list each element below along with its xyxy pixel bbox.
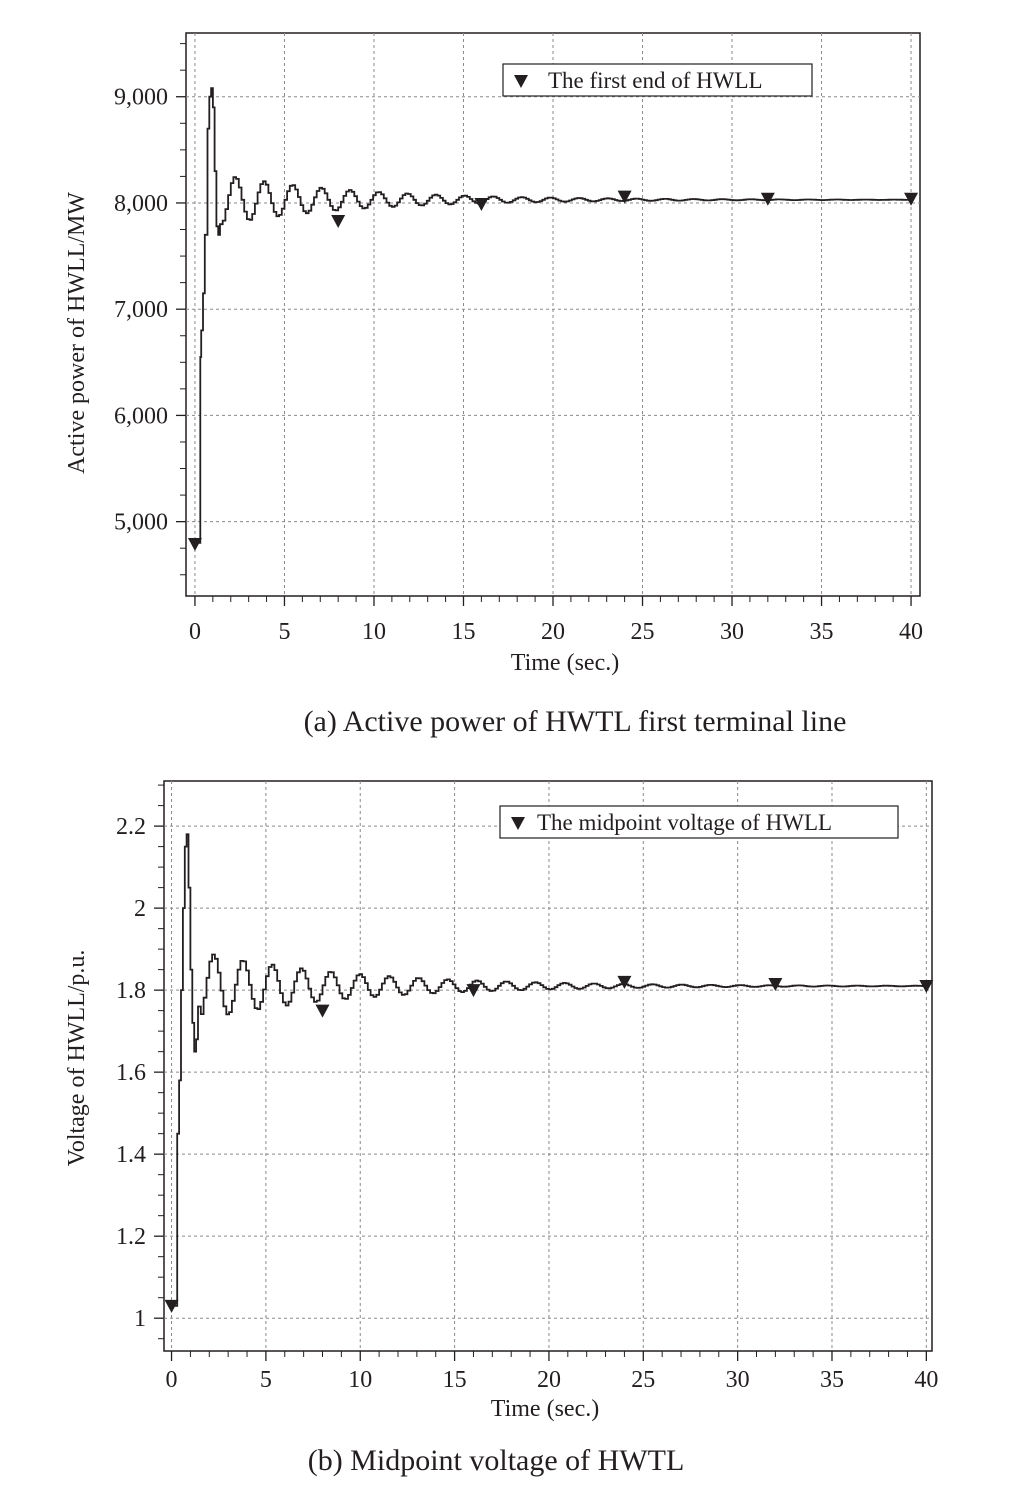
y-tick-label: 1.4	[116, 1142, 146, 1168]
y-tick-label: 7,000	[114, 297, 168, 323]
chart-a-legend: The first end of HWLL	[502, 63, 813, 97]
chart-a-caption: (a) Active power of HWTL first terminal …	[304, 705, 847, 738]
y-tick-label: 9,000	[114, 85, 168, 111]
y-tick-label: 1	[134, 1306, 146, 1332]
chart-b-grid	[164, 781, 932, 1351]
x-tick-label: 15	[443, 1367, 467, 1393]
x-tick-label: 35	[820, 1367, 844, 1393]
series-marker	[164, 1299, 179, 1313]
x-tick-label: 40	[899, 619, 923, 645]
x-tick-label: 20	[541, 619, 565, 645]
x-tick-label: 30	[726, 1367, 750, 1393]
chart-a: 0 5 10 15 20 25 30 35 40 5,000 6,000 7,000 8,000 9,00…	[64, 32, 923, 738]
series-marker	[315, 1004, 330, 1018]
x-tick-label: 40	[914, 1367, 938, 1393]
series-marker	[331, 215, 346, 229]
chart-b-axes: 0 5 10 15 20 25 30 35 40 1 1.2 1.4 1.6 1.8 2 2.2	[116, 784, 938, 1393]
chart-a-axes: 0 5 10 15 20 25 30 35 40 5,000 6,000 7,000 8,000 9,00…	[114, 43, 923, 645]
chart-a-y-axis-title: Active power of HWLL/MW	[64, 192, 90, 474]
series-marker	[617, 190, 632, 204]
x-tick-label: 10	[362, 619, 386, 645]
chart-b-y-axis-title: Voltage of HWLL/p.u.	[64, 950, 90, 1167]
y-tick-label: 6,000	[114, 403, 168, 429]
x-tick-label: 35	[810, 619, 834, 645]
chart-a-series	[187, 87, 919, 551]
x-tick-label: 25	[631, 1367, 655, 1393]
series-marker	[187, 537, 202, 551]
chart-a-x-axis-title: Time (sec.)	[511, 650, 619, 676]
series-line	[171, 833, 927, 1307]
chart-a-legend-label: The first end of HWLL	[548, 68, 763, 93]
series-marker	[474, 198, 489, 212]
y-tick-label: 1.2	[116, 1224, 146, 1250]
series-marker	[466, 984, 481, 998]
chart-b-x-axis-title: Time (sec.)	[491, 1396, 599, 1422]
chart-b-caption: (b) Midpoint voltage of HWTL	[308, 1444, 685, 1477]
series-line	[195, 87, 911, 544]
x-tick-label: 5	[278, 619, 290, 645]
x-tick-label: 0	[189, 619, 201, 645]
x-tick-label: 10	[348, 1367, 372, 1393]
x-tick-label: 20	[537, 1367, 561, 1393]
y-tick-label: 2.2	[116, 814, 146, 840]
y-tick-label: 2	[134, 896, 146, 922]
y-tick-label: 1.6	[116, 1060, 146, 1086]
y-tick-label: 5,000	[114, 510, 168, 536]
chart-b: 0 5 10 15 20 25 30 35 40 1 1.2 1.4 1.6 1.8 2 2.2 The mi…	[64, 780, 938, 1477]
chart-a-grid	[186, 33, 920, 596]
series-marker	[768, 977, 783, 991]
chart-b-legend: The midpoint voltage of HWLL	[499, 805, 899, 839]
x-tick-label: 5	[260, 1367, 272, 1393]
chart-b-series	[164, 833, 934, 1313]
series-marker	[904, 192, 919, 206]
x-tick-label: 15	[451, 619, 475, 645]
chart-b-legend-box	[499, 805, 899, 839]
chart-b-plot-frame	[163, 780, 933, 1352]
series-marker	[617, 975, 632, 989]
chart-b-legend-marker	[511, 817, 525, 830]
x-tick-label: 30	[720, 619, 744, 645]
x-tick-label: 0	[166, 1367, 178, 1393]
chart-a-legend-marker	[514, 75, 528, 88]
y-tick-label: 1.8	[116, 978, 146, 1004]
x-tick-label: 25	[631, 619, 655, 645]
series-marker	[760, 192, 775, 206]
chart-b-legend-label: The midpoint voltage of HWLL	[537, 810, 832, 835]
series-marker	[919, 980, 934, 994]
chart-a-legend-box	[502, 63, 813, 97]
y-tick-label: 8,000	[114, 191, 168, 217]
